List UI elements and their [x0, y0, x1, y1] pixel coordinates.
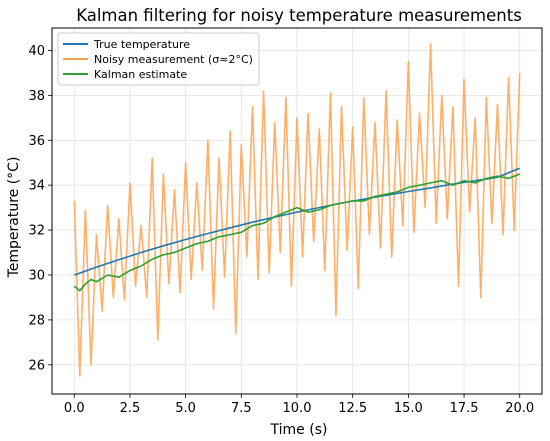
y-tick-label: 38 [28, 89, 45, 104]
y-tick-label: 28 [28, 313, 45, 328]
y-tick-label: 30 [28, 268, 45, 283]
legend-label: Kalman estimate [94, 68, 187, 81]
x-tick-label: 2.5 [120, 401, 141, 416]
series-line-0 [74, 167, 521, 276]
legend-label: True temperature [93, 38, 190, 51]
x-tick-label: 5.0 [175, 401, 196, 416]
y-axis-title: Temperature (°C) [6, 157, 22, 279]
y-tick-label: 40 [28, 44, 45, 59]
y-tick-label: 32 [28, 224, 45, 239]
x-tick-label: 15.0 [394, 401, 423, 416]
chart-title: Kalman filtering for noisy temperature m… [76, 6, 522, 25]
x-tick-label: 0.0 [64, 401, 85, 416]
x-tick-label: 12.5 [338, 401, 367, 416]
y-tick-label: 36 [28, 134, 45, 149]
plot-lines [73, 42, 521, 377]
x-axis-title: Time (s) [270, 422, 328, 438]
legend-box [57, 32, 260, 86]
series-line-2 [73, 173, 520, 292]
x-tick-label: 7.5 [231, 401, 252, 416]
x-tick-label: 17.5 [450, 401, 479, 416]
axis-ticks: 0.0 2.5 5.0 7.5 10.0 12.5 15.0 17.5 20.0 26 28 30 32… [28, 44, 534, 416]
y-tick-label: 26 [28, 358, 45, 373]
legend: True temperature Noisy measurement (σ≈2°C… [57, 32, 260, 86]
legend-label: Noisy measurement (σ≈2°C) [94, 53, 253, 66]
y-tick-label: 34 [28, 179, 45, 194]
x-tick-label: 10.0 [283, 401, 312, 416]
x-tick-label: 20.0 [505, 401, 534, 416]
